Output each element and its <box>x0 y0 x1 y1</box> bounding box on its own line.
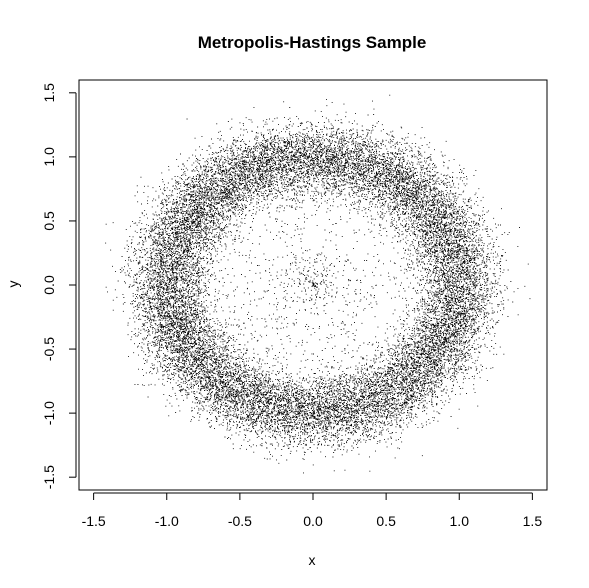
y-tick-label: -1.0 <box>41 401 57 425</box>
x-tick-label: -0.5 <box>228 513 252 529</box>
x-tick-label: 0.5 <box>376 513 396 529</box>
x-tick-label: 0.0 <box>303 513 323 529</box>
x-tick-label: -1.5 <box>82 513 106 529</box>
data-points <box>105 94 531 474</box>
chart-title: Metropolis-Hastings Sample <box>198 33 427 52</box>
scatter-points <box>105 94 531 474</box>
y-tick-label: 1.5 <box>41 83 57 103</box>
x-axis-label: x <box>309 552 316 568</box>
y-axis-label: y <box>5 281 21 288</box>
x-tick-label: 1.0 <box>450 513 470 529</box>
plot-frame <box>78 79 548 491</box>
y-tick-label: 1.0 <box>41 147 57 167</box>
x-tick-label: 1.5 <box>523 513 543 529</box>
y-tick-label: -1.5 <box>41 465 57 489</box>
y-tick-label: -0.5 <box>41 337 57 361</box>
x-tick-label: -1.0 <box>155 513 179 529</box>
y-tick-label: 0.0 <box>41 275 57 295</box>
y-axis: -1.5 -1.0 -0.5 0.0 0.5 1.0 1.5 <box>41 83 77 489</box>
y-tick-label: 0.5 <box>41 211 57 231</box>
x-axis: -1.5 -1.0 -0.5 0.0 0.5 1.0 1.5 <box>82 492 543 529</box>
